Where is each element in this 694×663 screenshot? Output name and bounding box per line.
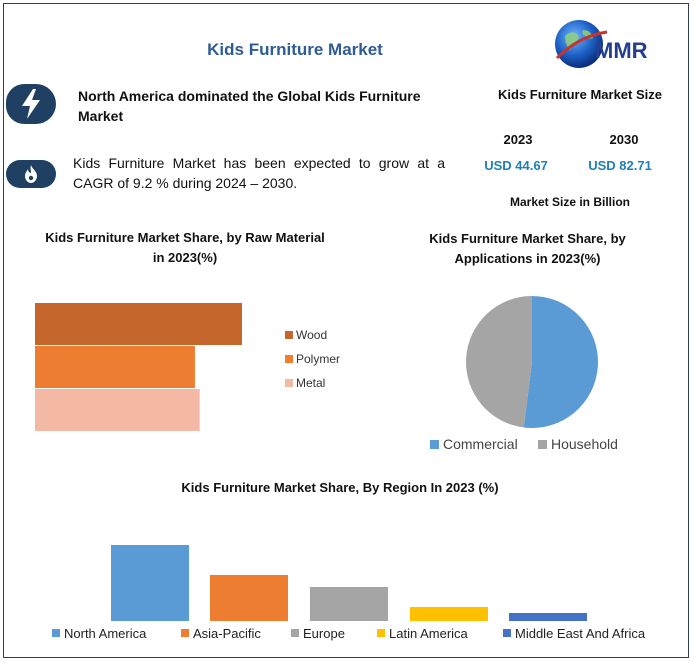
market-size-unit: Market Size in Billion <box>509 195 631 209</box>
raw-material-chart: Wood Polymer Metal <box>35 303 340 431</box>
legend-swatch-europe <box>291 629 299 637</box>
legend-swatch-metal <box>285 379 293 387</box>
applications-chart: Commercial Household <box>430 296 618 452</box>
page-title: Kids Furniture Market <box>207 40 383 59</box>
pie-slice-household <box>466 296 532 428</box>
year-2030: 2030 <box>609 132 639 147</box>
flame-icon <box>25 165 37 183</box>
lightning-icon <box>22 89 40 119</box>
infographic-frame <box>3 3 689 658</box>
legend-label-asia-pacific: Asia-Pacific <box>193 626 261 641</box>
growth-text: Kids Furniture Market has been expected … <box>73 155 445 191</box>
bar-north-america <box>111 545 189 621</box>
applications-chart-title: Kids Furniture Market Share, by Applicat… <box>429 231 626 266</box>
legend-swatch-polymer <box>285 355 293 363</box>
legend-label-household: Household <box>551 436 618 452</box>
pie-slice-commercial <box>523 296 598 428</box>
flame-badge <box>6 160 56 188</box>
legend-swatch-middle-east-and-africa <box>503 629 511 637</box>
legend-swatch-latin-america <box>377 629 385 637</box>
year-2023: 2023 <box>503 132 533 147</box>
bar-polymer <box>35 346 195 388</box>
region-chart-title: Kids Furniture Market Share, By Region I… <box>181 480 499 495</box>
legend-swatch-asia-pacific <box>181 629 189 637</box>
bar-europe <box>310 587 388 621</box>
bar-asia-pacific <box>210 575 288 621</box>
bar-wood <box>35 303 242 345</box>
legend-swatch-household <box>538 440 547 449</box>
globe-icon <box>555 20 603 68</box>
logo-text: MMR <box>595 38 648 63</box>
highlight-text: North America dominated the Global Kids … <box>78 88 421 124</box>
legend-label-commercial: Commercial <box>443 436 518 452</box>
value-2023: USD 44.67 <box>484 158 548 173</box>
mmr-logo: MMR <box>545 14 677 74</box>
lightning-badge <box>6 84 56 124</box>
legend-label-middle-east-and-africa: Middle East And Africa <box>515 626 646 641</box>
market-size-title: Kids Furniture Market Size <box>498 87 662 102</box>
value-2030: USD 82.71 <box>588 158 652 173</box>
bar-metal <box>35 389 200 431</box>
legend-swatch-wood <box>285 331 293 339</box>
legend-swatch-north-america <box>52 629 60 637</box>
legend-label-latin-america: Latin America <box>389 626 469 641</box>
bar-latin-america <box>410 607 488 621</box>
legend-label-polymer: Polymer <box>296 352 340 366</box>
legend-label-north-america: North America <box>64 626 147 641</box>
legend-label-metal: Metal <box>296 376 325 390</box>
raw-material-chart-title: Kids Furniture Market Share, by Raw Mate… <box>45 230 325 265</box>
bar-middle-east-and-africa <box>509 613 587 621</box>
legend-label-wood: Wood <box>296 328 327 342</box>
legend-label-europe: Europe <box>303 626 345 641</box>
region-chart: North America Asia-Pacific Europe Latin Ame… <box>52 545 646 641</box>
legend-swatch-commercial <box>430 440 439 449</box>
